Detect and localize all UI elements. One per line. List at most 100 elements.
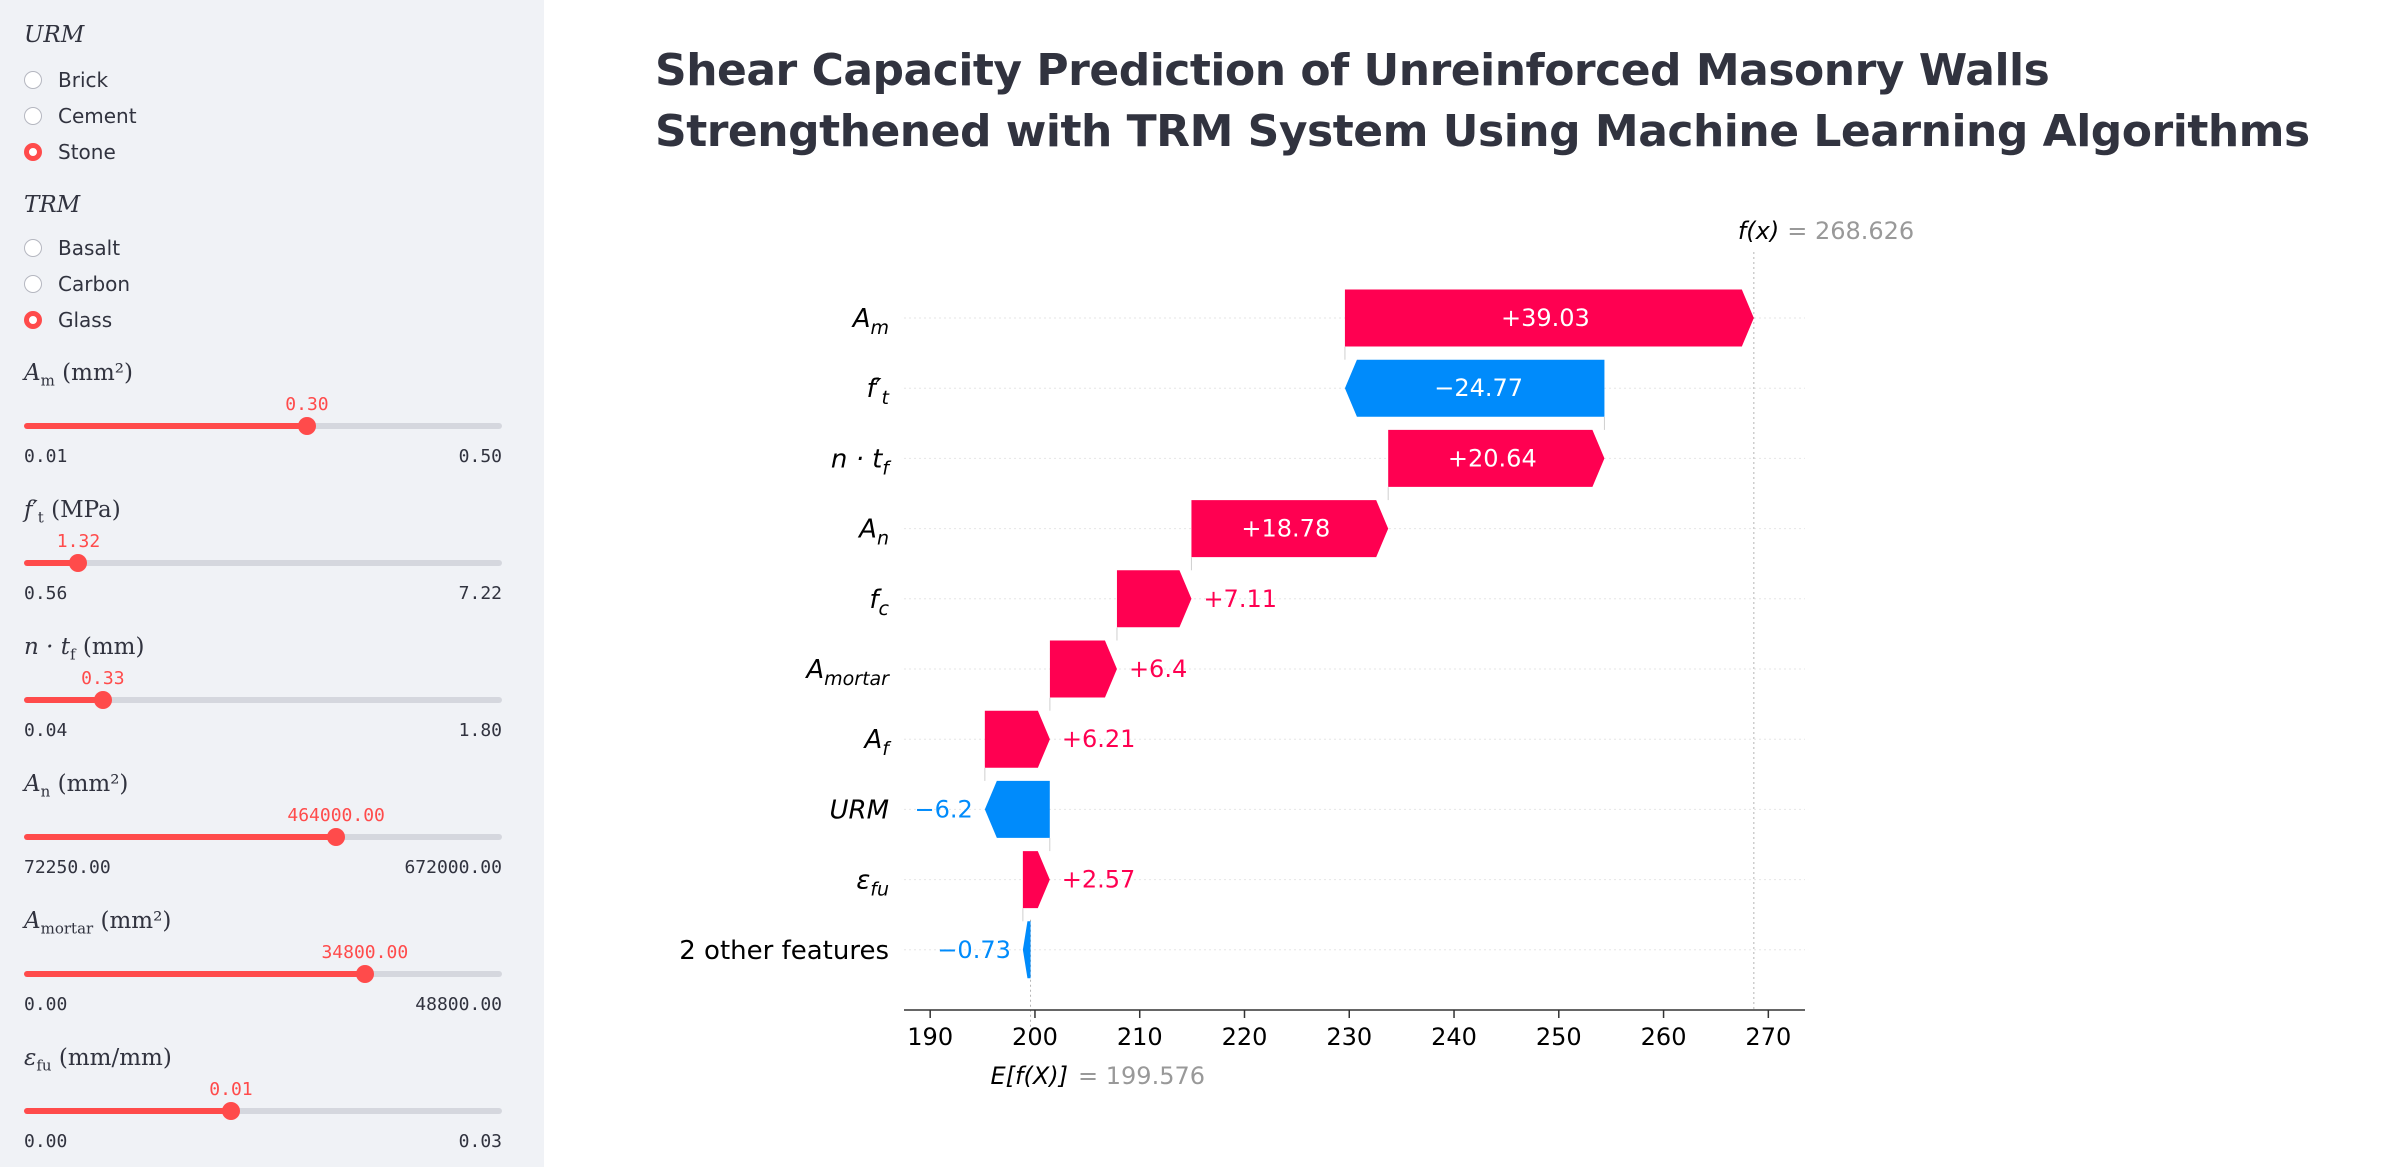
feature-label-main: n · t: [831, 444, 883, 474]
bar-value-label: −6.2: [915, 795, 973, 823]
feature-label: εfu: [856, 866, 889, 901]
radio-label: Stone: [58, 140, 116, 164]
slider-track-am[interactable]: [24, 423, 502, 429]
slider-value-amortar: 34800.00: [321, 942, 409, 963]
feature-label: 2 other features: [679, 936, 889, 966]
x-axis-tick-label: 210: [1117, 1023, 1163, 1051]
sidebar: URM Brick Cement Stone TRM Basalt Carbon Gla…: [0, 0, 544, 1167]
waterfall-bar: [1388, 429, 1605, 487]
bar-value-label: +6.4: [1129, 655, 1187, 683]
feature-label-sub: n: [877, 528, 889, 550]
slider-min-an: 72250.00: [24, 857, 111, 878]
feature-label-sub: f: [882, 457, 892, 479]
radio-circle[interactable]: [24, 107, 42, 125]
trm-option-basalt[interactable]: Basalt: [24, 233, 120, 263]
x-axis-tick-label: 190: [907, 1023, 953, 1051]
feature-label-main: A: [857, 515, 877, 545]
feature-label-sub: fu: [870, 879, 889, 901]
feature-label-main: ε: [856, 866, 870, 896]
base-label: E[f(X)]: [991, 1062, 1069, 1090]
slider-label-an: An (mm²): [24, 771, 129, 801]
bar-value-label: −24.77: [1434, 374, 1523, 402]
slider-value-an: 464000.00: [287, 805, 385, 826]
radio-label: Carbon: [58, 272, 131, 296]
bar-value-label: +2.57: [1062, 866, 1136, 894]
bar-value-label: +6.21: [1062, 725, 1136, 753]
trm-group-title: TRM: [24, 192, 81, 218]
x-axis-tick-label: 270: [1745, 1023, 1791, 1051]
feature-label-main: A: [863, 725, 883, 755]
slider-track-amortar[interactable]: [24, 971, 502, 977]
slider-track-an[interactable]: [24, 834, 502, 840]
slider-max-am: 0.50: [458, 446, 502, 467]
feature-label: n · tf: [831, 444, 892, 479]
feature-label-sub: f: [882, 738, 892, 760]
x-axis-tick-label: 230: [1326, 1023, 1372, 1051]
slider-min-ft: 0.56: [24, 583, 68, 604]
trm-option-carbon[interactable]: Carbon: [24, 269, 130, 299]
feature-label: f′t: [866, 374, 890, 409]
fx-label: f(x): [1738, 217, 1779, 245]
slider-track-ft[interactable]: [24, 560, 502, 566]
trm-option-glass[interactable]: Glass: [24, 305, 112, 335]
radio-circle[interactable]: [24, 311, 42, 329]
feature-label-sub: mortar: [824, 668, 890, 690]
waterfall-bar: [1022, 921, 1031, 979]
radio-label: Basalt: [58, 236, 121, 260]
slider-thumb-ntf[interactable]: [93, 691, 112, 709]
radio-circle[interactable]: [24, 275, 42, 293]
feature-label: Amortar: [804, 655, 890, 690]
urm-option-brick[interactable]: Brick: [24, 65, 108, 95]
bar-value-label: −0.73: [937, 936, 1011, 964]
waterfall-bar: [1049, 640, 1117, 698]
feature-label-main: URM: [829, 795, 889, 825]
slider-max-an: 672000.00: [404, 857, 502, 878]
page-title: Shear Capacity Prediction of Unreinforce…: [655, 45, 2310, 157]
slider-thumb-fu[interactable]: [221, 1102, 240, 1120]
feature-label-main: A: [851, 304, 871, 334]
slider-label-ft: f′t (MPa): [24, 497, 121, 527]
slider-thumb-amortar[interactable]: [355, 965, 374, 983]
waterfall-bar: [1116, 570, 1192, 628]
urm-option-cement[interactable]: Cement: [24, 101, 137, 131]
radio-circle[interactable]: [24, 239, 42, 257]
feature-label: fc: [869, 585, 889, 620]
radio-circle[interactable]: [24, 143, 42, 161]
urm-option-stone[interactable]: Stone: [24, 137, 116, 167]
feature-label-sub: t: [882, 387, 891, 409]
radio-circle[interactable]: [24, 71, 42, 89]
bar-value-label: +18.78: [1241, 515, 1330, 543]
feature-label-main: 2 other features: [679, 936, 889, 966]
slider-value-am: 0.30: [285, 394, 329, 415]
slider-label-am: Am (mm²): [24, 360, 133, 390]
slider-thumb-ft[interactable]: [69, 554, 88, 572]
slider-value-ft: 1.32: [56, 531, 101, 552]
slider-track-ntf[interactable]: [24, 697, 502, 703]
waterfall-bar: [1191, 500, 1389, 558]
radio-label: Brick: [58, 68, 109, 92]
waterfall-bar: [1022, 851, 1050, 909]
fx-value: = 268.626: [1787, 217, 1914, 245]
slider-max-amortar: 48800.00: [415, 994, 502, 1015]
slider-value-ntf: 0.33: [81, 668, 125, 689]
fx-annotation: f(x) = 268.626: [1738, 217, 1914, 245]
x-axis-tick-label: 260: [1641, 1023, 1687, 1051]
slider-max-fu: 0.03: [458, 1131, 502, 1152]
x-axis-tick-label: 250: [1536, 1023, 1582, 1051]
feature-label: URM: [829, 795, 889, 825]
x-axis-tick-label: 220: [1222, 1023, 1268, 1051]
feature-label-sub: c: [879, 598, 890, 620]
bar-value-label: +20.64: [1448, 444, 1537, 472]
slider-thumb-am[interactable]: [297, 417, 316, 435]
slider-min-am: 0.01: [24, 446, 68, 467]
feature-label: Af: [863, 725, 893, 760]
x-axis-tick-label: 200: [1012, 1023, 1058, 1051]
slider-min-fu: 0.00: [24, 1131, 68, 1152]
slider-thumb-an[interactable]: [327, 828, 346, 846]
slider-track-fu[interactable]: [24, 1108, 502, 1114]
bar-value-label: +39.03: [1501, 304, 1590, 332]
slider-label-amortar: Amortar (mm²): [24, 908, 172, 938]
feature-label-main: f′: [866, 374, 881, 404]
slider-label-fu: εfu (mm/mm): [24, 1045, 172, 1075]
